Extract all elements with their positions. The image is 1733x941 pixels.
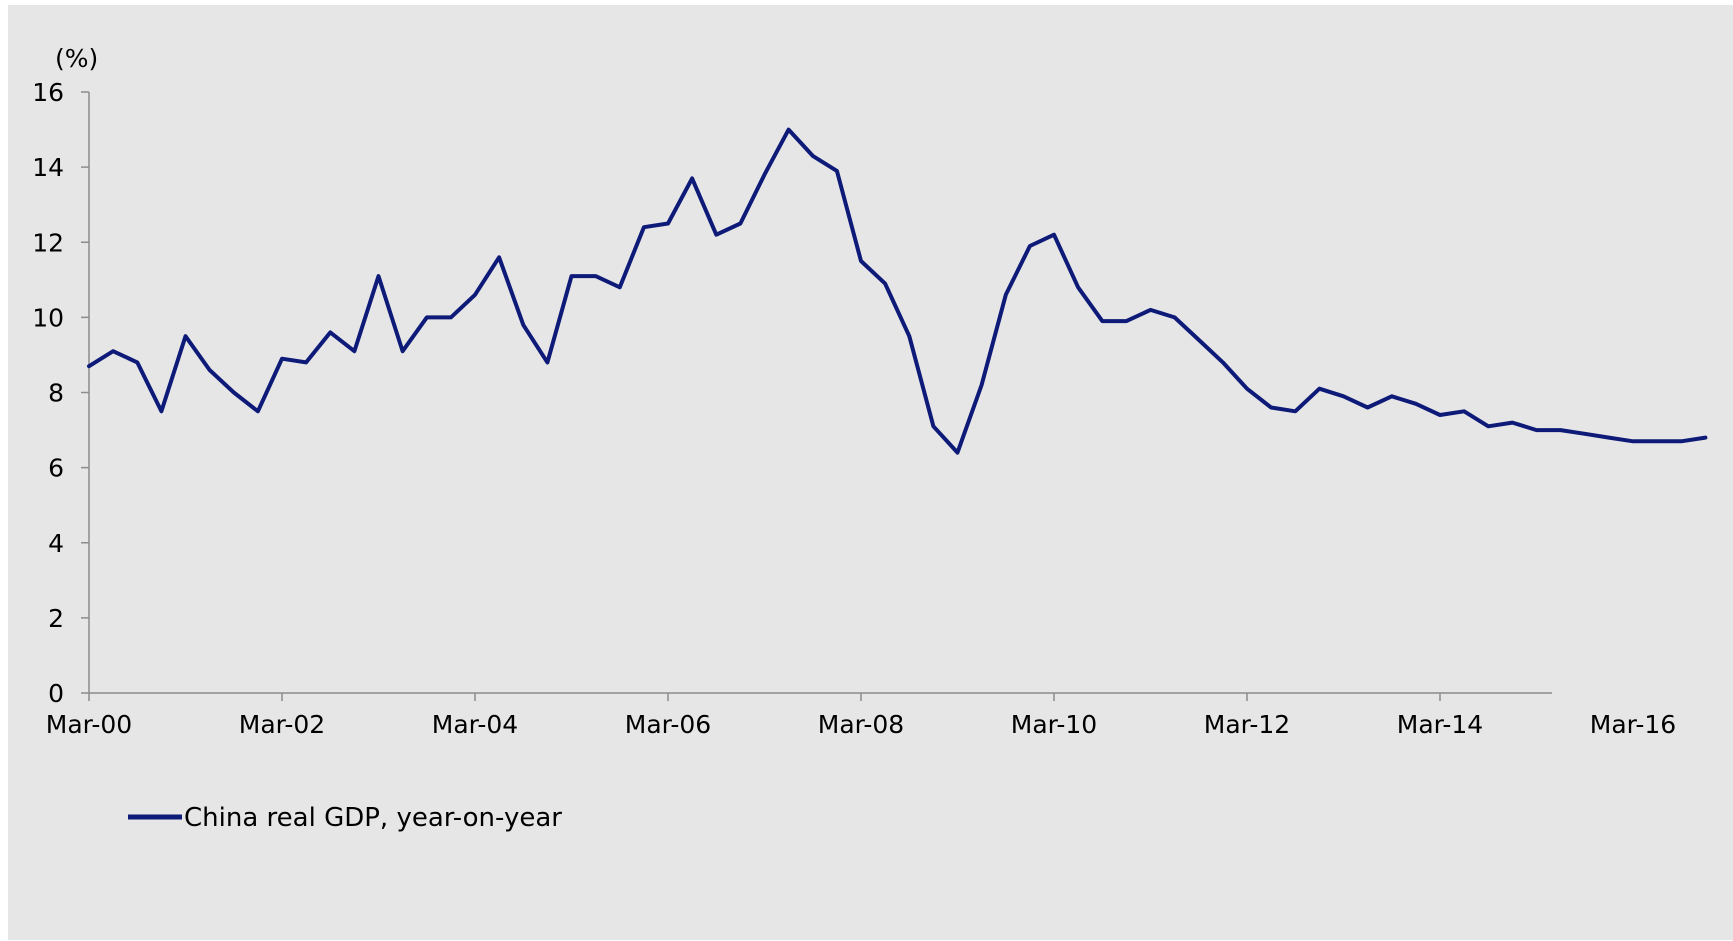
- y-tick-label: 0: [48, 679, 64, 708]
- y-tick-label: 6: [48, 454, 64, 483]
- x-tick-label: Mar-08: [818, 710, 904, 739]
- y-tick-label: 4: [48, 529, 64, 558]
- x-tick-label: Mar-16: [1590, 710, 1676, 739]
- y-axis: 0 2 4 6 8 10 12 14 16: [32, 78, 90, 708]
- y-tick-label: 8: [48, 379, 64, 408]
- y-tick-label: 14: [32, 153, 64, 182]
- x-tick-label: Mar-14: [1397, 710, 1483, 739]
- x-tick-label: Mar-12: [1204, 710, 1290, 739]
- y-tick-label: 10: [32, 303, 64, 332]
- y-tick-label: 12: [32, 228, 64, 257]
- x-tick-label: Mar-04: [432, 710, 518, 739]
- series-line: [87, 127, 1708, 455]
- chart-panel: (%) 0 2 4 6 8 10 12 14 16 Mar-00 Mar-02 Mar-04 Mar-…: [8, 5, 1733, 940]
- series-group: [87, 127, 1708, 455]
- x-tick-label: Mar-02: [239, 710, 325, 739]
- y-unit-label: (%): [55, 44, 98, 73]
- legend: China real GDP, year-on-year: [128, 803, 562, 833]
- x-axis: Mar-00 Mar-02 Mar-04 Mar-06 Mar-08 Mar-10 Mar-…: [46, 692, 1676, 739]
- x-tick-label: Mar-00: [46, 710, 132, 739]
- y-tick-label: 2: [48, 604, 64, 633]
- x-tick-label: Mar-06: [625, 710, 711, 739]
- y-tick-label: 16: [32, 78, 64, 107]
- x-tick-label: Mar-10: [1011, 710, 1097, 739]
- legend-label: China real GDP, year-on-year: [184, 803, 562, 833]
